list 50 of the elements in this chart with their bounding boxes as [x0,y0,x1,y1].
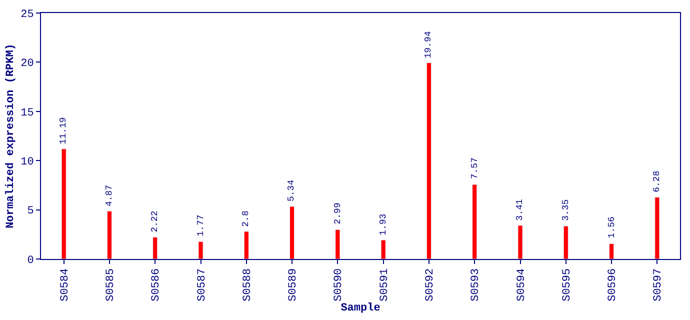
data-label: 3.35 [560,199,571,221]
bar [380,240,386,259]
bar [61,148,66,259]
data-label: 1.77 [196,214,206,236]
x-tick-label: S0593 [470,268,482,302]
x-tick-label: S0588 [242,268,254,302]
x-tick-label: S0585 [105,268,118,302]
bar [198,241,204,259]
bar [472,184,478,259]
bar [426,62,432,259]
bar [152,236,158,259]
x-tick-label: S0591 [378,268,391,302]
y-axis-title: Normalized expression (RPKM) [5,44,18,228]
data-label: 2.99 [333,202,344,224]
bar [290,206,295,259]
data-label: 6.28 [652,170,662,192]
y-tick-label: 0 [27,254,34,267]
x-tick-label: S0586 [150,268,163,302]
data-label: 7.57 [470,158,480,180]
data-label: 11.19 [58,117,68,144]
data-label: 2.8 [240,210,251,227]
y-tick-label: 20 [20,58,34,70]
bar [563,226,568,259]
bar [654,196,660,259]
x-tick-label: S0597 [652,268,665,302]
x-tick-label: S0595 [561,268,574,302]
data-label: 5.34 [286,180,297,202]
y-tick-label: 5 [27,206,34,218]
y-tick-label: 15 [20,107,34,120]
x-tick-label: S0584 [59,268,72,302]
bar [609,243,614,259]
bar [106,210,112,259]
bar [335,229,340,259]
data-label: 1.93 [378,214,388,236]
x-tick-label: S0592 [424,268,437,302]
x-tick-label: S0589 [288,268,300,302]
data-label: 4.87 [104,184,114,207]
x-tick-label: S0590 [333,268,346,302]
data-label: 1.56 [606,216,617,238]
x-tick-label: S0596 [607,268,620,302]
data-label: 19.94 [424,31,434,58]
x-tick-label: S0587 [196,268,208,302]
bar [518,225,523,259]
data-label: 3.41 [514,199,525,221]
bar [244,231,249,259]
x-axis-title: Sample [340,302,381,315]
x-tick-label: S0594 [516,268,528,302]
y-tick-label: 25 [20,8,34,21]
y-tick-label: 10 [20,156,34,168]
data-label: 2.22 [150,210,160,232]
